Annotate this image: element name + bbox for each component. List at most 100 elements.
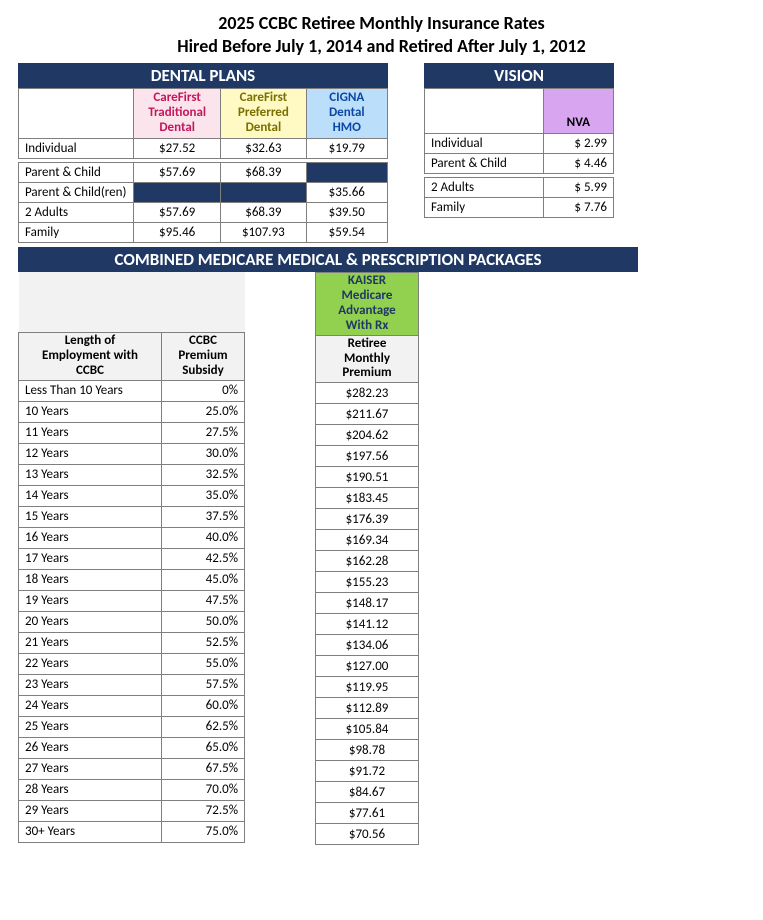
subsidy-pct-cell: 52.5% xyxy=(162,632,245,653)
subsidy-length-cell: Less Than 10 Years xyxy=(19,380,162,401)
vision-row-label: 2 Adults xyxy=(425,178,544,198)
vision-cell: $ 2.99 xyxy=(543,134,613,154)
subsidy-length-cell: 15 Years xyxy=(19,506,162,527)
subsidy-pct-cell: 37.5% xyxy=(162,506,245,527)
subsidy-length-cell: 25 Years xyxy=(19,716,162,737)
subsidy-length-cell: 18 Years xyxy=(19,569,162,590)
dental-cell: $68.39 xyxy=(221,202,306,222)
dental-row-label: Individual xyxy=(19,138,134,158)
dental-cell xyxy=(134,182,221,202)
premium-cell: $162.28 xyxy=(316,551,419,572)
subsidy-pct-cell: 67.5% xyxy=(162,758,245,779)
subsidy-pct-cell: 30.0% xyxy=(162,443,245,464)
dental-cell xyxy=(306,162,387,182)
medicare-row: Length ofEmployment withCCBCCCBCPremiumS… xyxy=(18,272,745,846)
subsidy-pct-cell: 60.0% xyxy=(162,695,245,716)
premium-cell: $190.51 xyxy=(316,467,419,488)
premium-cell: $141.12 xyxy=(316,614,419,635)
premium-cell: $98.78 xyxy=(316,740,419,761)
subsidy-pct-cell: 75.0% xyxy=(162,821,245,842)
subsidy-length-cell: 19 Years xyxy=(19,590,162,611)
dental-row-label: Parent & Child xyxy=(19,162,134,182)
subsidy-pct-cell: 45.0% xyxy=(162,569,245,590)
dental-header: DENTAL PLANS xyxy=(18,63,388,88)
premium-cell: $119.95 xyxy=(316,677,419,698)
subsidy-length-cell: 29 Years xyxy=(19,800,162,821)
premium-cell: $183.45 xyxy=(316,488,419,509)
subsidy-length-cell: 22 Years xyxy=(19,653,162,674)
premium-cell: $169.34 xyxy=(316,530,419,551)
dental-col-header: CareFirstTraditionalDental xyxy=(134,89,221,139)
dental-cell: $68.39 xyxy=(221,162,306,182)
dental-cell: $107.93 xyxy=(221,222,306,242)
vision-table: NVAIndividual$ 2.99Parent & Child$ 4.46 2… xyxy=(424,88,614,218)
premium-cell: $105.84 xyxy=(316,719,419,740)
premium-cell: $77.61 xyxy=(316,803,419,824)
subsidy-pct-cell: 62.5% xyxy=(162,716,245,737)
vision-cell: $ 7.76 xyxy=(543,198,613,218)
subsidy-length-cell: 27 Years xyxy=(19,758,162,779)
premium-cell: $204.62 xyxy=(316,425,419,446)
vision-blank-header xyxy=(425,89,544,134)
subsidy-length-cell: 23 Years xyxy=(19,674,162,695)
title-line2: Hired Before July 1, 2014 and Retired Af… xyxy=(177,35,585,57)
dental-col-header: CIGNADentalHMO xyxy=(306,89,387,139)
vision-col-header: NVA xyxy=(543,89,613,134)
dental-cell: $32.63 xyxy=(221,138,306,158)
premium-cell: $211.67 xyxy=(316,404,419,425)
subsidy-length-cell: 30+ Years xyxy=(19,821,162,842)
dental-row-label: 2 Adults xyxy=(19,202,134,222)
subsidy-length-cell: 17 Years xyxy=(19,548,162,569)
subsidy-pct-cell: 70.0% xyxy=(162,779,245,800)
subsidy-length-cell: 26 Years xyxy=(19,737,162,758)
dental-cell: $95.46 xyxy=(134,222,221,242)
subsidy-length-cell: 16 Years xyxy=(19,527,162,548)
dental-cell: $59.54 xyxy=(306,222,387,242)
vision-cell: $ 4.46 xyxy=(543,154,613,174)
premium-cell: $70.56 xyxy=(316,824,419,845)
subsidy-length-cell: 28 Years xyxy=(19,779,162,800)
dental-cell: $19.79 xyxy=(306,138,387,158)
subsidy-pct-cell: 72.5% xyxy=(162,800,245,821)
dental-plans-block: DENTAL PLANS CareFirstTraditionalDentalC… xyxy=(18,63,388,243)
premium-cell: $134.06 xyxy=(316,635,419,656)
dental-table: CareFirstTraditionalDentalCareFirstPrefe… xyxy=(18,88,388,243)
dental-vision-row: DENTAL PLANS CareFirstTraditionalDentalC… xyxy=(18,63,745,243)
premium-cell: $176.39 xyxy=(316,509,419,530)
subsidy-length-cell: 24 Years xyxy=(19,695,162,716)
subsidy-pct-cell: 27.5% xyxy=(162,422,245,443)
dental-row-label: Parent & Child(ren) xyxy=(19,182,134,202)
subsidy-pct-cell: 57.5% xyxy=(162,674,245,695)
premium-cell: $155.23 xyxy=(316,572,419,593)
subsidy-pct-cell: 65.0% xyxy=(162,737,245,758)
subsidy-pct-cell: 35.0% xyxy=(162,485,245,506)
subsidy-col2-header: CCBCPremiumSubsidy xyxy=(162,332,245,380)
combined-header: COMBINED MEDICARE MEDICAL & PRESCRIPTION… xyxy=(18,247,638,272)
subsidy-pct-cell: 0% xyxy=(162,380,245,401)
dental-cell: $57.69 xyxy=(134,162,221,182)
premium-table: KAISERMedicareAdvantageWith RxRetireeMon… xyxy=(315,272,419,846)
subsidy-pct-cell: 32.5% xyxy=(162,464,245,485)
vision-row-label: Family xyxy=(425,198,544,218)
title-line1: 2025 CCBC Retiree Monthly Insurance Rate… xyxy=(218,12,544,34)
premium-cell: $112.89 xyxy=(316,698,419,719)
subsidy-length-cell: 11 Years xyxy=(19,422,162,443)
dental-row-label: Family xyxy=(19,222,134,242)
vision-row-label: Individual xyxy=(425,134,544,154)
subsidy-pct-cell: 55.0% xyxy=(162,653,245,674)
vision-row-label: Parent & Child xyxy=(425,154,544,174)
subsidy-pct-cell: 25.0% xyxy=(162,401,245,422)
premium-cell: $282.23 xyxy=(316,383,419,404)
dental-cell: $35.66 xyxy=(306,182,387,202)
subsidy-length-cell: 14 Years xyxy=(19,485,162,506)
subsidy-pct-cell: 40.0% xyxy=(162,527,245,548)
premium-sub-header: RetireeMonthlyPremium xyxy=(316,335,419,383)
vision-header: VISION xyxy=(424,63,614,88)
dental-cell: $39.50 xyxy=(306,202,387,222)
dental-blank-header xyxy=(19,89,134,139)
subsidy-length-cell: 10 Years xyxy=(19,401,162,422)
premium-cell: $127.00 xyxy=(316,656,419,677)
page-title: 2025 CCBC Retiree Monthly Insurance Rate… xyxy=(18,12,745,57)
premium-cell: $84.67 xyxy=(316,782,419,803)
kaiser-header: KAISERMedicareAdvantageWith Rx xyxy=(316,272,419,335)
